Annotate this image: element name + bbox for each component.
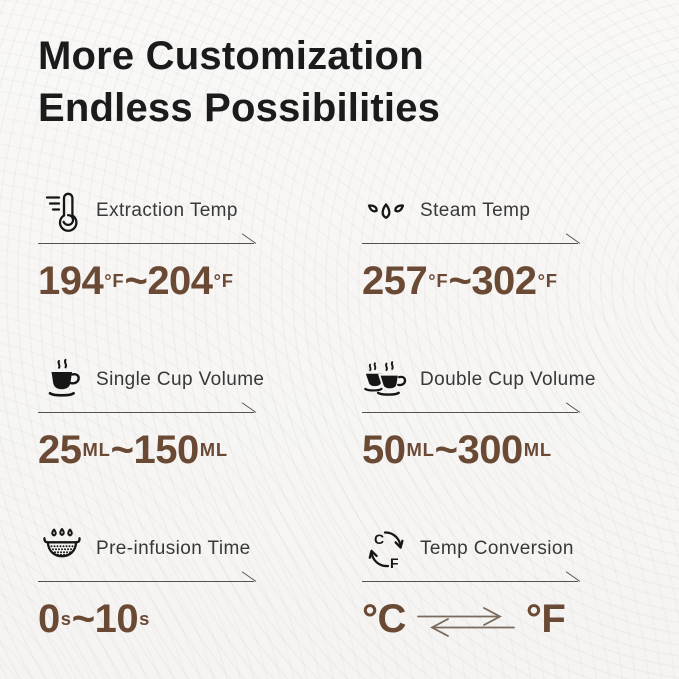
thermometer-icon (38, 187, 86, 235)
feature-value: 50 ML ~ 300 ML (362, 428, 578, 472)
divider-arrow (362, 243, 578, 244)
value-text: 50 (362, 428, 406, 472)
title-line-1: More Customization (38, 34, 424, 78)
value-text: 0 (38, 597, 60, 641)
feature-extraction-temp: Extraction Temp 194 °F ~ 204 °F (38, 186, 254, 303)
feature-single-cup-volume: Single Cup Volume 25 ML ~ 150 ML (38, 355, 264, 472)
feature-label: Double Cup Volume (420, 369, 596, 390)
feature-grid: Extraction Temp 194 °F ~ 204 °F Steam Temp… (38, 186, 641, 641)
feature-label: Pre-infusion Time (96, 538, 251, 559)
value-text: 302 (471, 259, 537, 303)
feature-temp-conversion: C F Temp Conversion °C °F (362, 524, 578, 641)
value-unit: s (139, 607, 151, 629)
portafilter-drip-icon (38, 525, 86, 573)
value-unit: ML (82, 438, 111, 460)
svg-text:F: F (390, 555, 399, 571)
value-unit: °F (213, 269, 234, 291)
customization-infographic: More Customization Endless Possibilities… (0, 0, 679, 641)
divider-arrow (38, 412, 254, 413)
feature-label: Temp Conversion (420, 538, 574, 559)
feature-header: Extraction Temp (38, 186, 254, 236)
feature-header: C F Temp Conversion (362, 524, 578, 574)
divider-arrow (362, 581, 578, 582)
feature-label: Steam Temp (420, 200, 531, 221)
double-cup-icon (362, 356, 410, 404)
value-unit: °F (537, 269, 558, 291)
value-text: 300 (457, 428, 524, 472)
value-text: ~ (124, 259, 148, 303)
value-text: ~ (448, 259, 472, 303)
value-unit: °F (428, 269, 449, 291)
steam-icon (362, 187, 410, 235)
celsius-fahrenheit-cycle-icon: C F (362, 525, 410, 573)
value-text: 10 (94, 597, 139, 641)
value-text: 204 (147, 259, 213, 303)
feature-value: 194 °F ~ 204 °F (38, 259, 254, 303)
value-text: ~ (110, 428, 134, 472)
value-text: 257 (362, 259, 428, 303)
value-text: °F (525, 597, 566, 641)
value-text: ~ (71, 597, 95, 641)
divider-arrow (362, 412, 578, 413)
value-text: °C (362, 597, 406, 641)
feature-header: Single Cup Volume (38, 355, 264, 405)
value-text: ~ (434, 428, 458, 472)
value-text: 150 (133, 428, 200, 472)
value-unit: ML (199, 438, 228, 460)
svg-text:C: C (374, 531, 384, 547)
feature-double-cup-volume: Double Cup Volume 50 ML ~ 300 ML (362, 355, 595, 472)
feature-value: °C °F (362, 597, 578, 641)
value-unit: ML (523, 438, 552, 460)
title-line-2: Endless Possibilities (38, 86, 441, 130)
divider-arrow (38, 243, 254, 244)
feature-label: Single Cup Volume (96, 369, 265, 390)
feature-header: Steam Temp (362, 186, 578, 236)
feature-header: Double Cup Volume (362, 355, 595, 405)
feature-value: 25 ML ~ 150 ML (38, 428, 254, 472)
feature-steam-temp: Steam Temp 257 °F ~ 302 °F (362, 186, 578, 303)
feature-pre-infusion-time: Pre-infusion Time 0 s ~10 s (38, 524, 254, 641)
feature-header: Pre-infusion Time (38, 524, 254, 574)
value-unit: ML (406, 438, 435, 460)
feature-label: Extraction Temp (96, 200, 238, 221)
single-cup-icon (38, 356, 86, 404)
swap-arrows-icon (414, 605, 518, 639)
page-title: More Customization Endless Possibilities (38, 30, 641, 134)
value-unit: s (60, 607, 72, 629)
value-text: 25 (38, 428, 82, 472)
value-text: 194 (38, 259, 104, 303)
value-unit: °F (104, 269, 125, 291)
feature-value: 257 °F ~ 302 °F (362, 259, 578, 303)
divider-arrow (38, 581, 254, 582)
feature-value: 0 s ~10 s (38, 597, 254, 641)
